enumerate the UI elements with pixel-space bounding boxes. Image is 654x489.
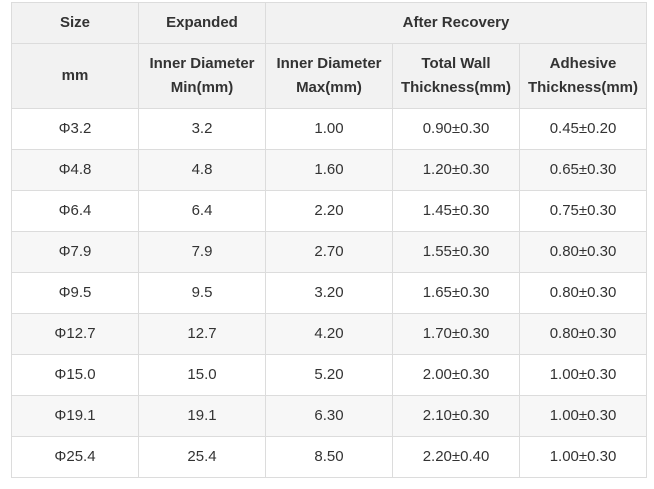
- size-cell: Φ9.5: [11, 272, 139, 314]
- expanded-min-cell: 15.0: [138, 354, 266, 396]
- header-adhesive-thickness: Adhesive Thickness(mm): [518, 43, 648, 109]
- table-row: Φ4.8 4.8 1.60 1.20±0.30 0.65±0.30: [11, 149, 648, 191]
- adhesive-thickness-cell: 0.80±0.30: [518, 313, 648, 355]
- header-inner-diameter-max-line2: Max(mm): [296, 79, 362, 96]
- expanded-min-cell: 19.1: [138, 395, 266, 437]
- header-expanded: Expanded: [138, 2, 266, 44]
- header-row-sub: mm Inner Diameter Min(mm) Inner Diameter…: [11, 43, 648, 109]
- recovered-max-cell: 8.50: [265, 436, 393, 478]
- recovered-max-cell: 2.20: [265, 190, 393, 232]
- recovered-max-cell: 1.60: [265, 149, 393, 191]
- table-body: Φ3.2 3.2 1.00 0.90±0.30 0.45±0.20 Φ4.8 4.8 1.60…: [11, 108, 648, 478]
- table-header: Size Expanded After Recovery mm Inner Di…: [11, 2, 648, 109]
- size-cell: Φ25.4: [11, 436, 139, 478]
- table-row: Φ9.5 9.5 3.20 1.65±0.30 0.80±0.30: [11, 272, 648, 314]
- size-cell: Φ7.9: [11, 231, 139, 273]
- recovered-max-cell: 2.70: [265, 231, 393, 273]
- wall-thickness-cell: 2.20±0.40: [392, 436, 520, 478]
- header-size: Size: [11, 2, 139, 44]
- wall-thickness-cell: 1.45±0.30: [392, 190, 520, 232]
- size-cell: Φ12.7: [11, 313, 139, 355]
- table-row: Φ15.0 15.0 5.20 2.00±0.30 1.00±0.30: [11, 354, 648, 396]
- wall-thickness-cell: 2.10±0.30: [392, 395, 520, 437]
- size-cell: Φ19.1: [11, 395, 139, 437]
- header-row-top: Size Expanded After Recovery: [11, 2, 648, 44]
- recovered-max-cell: 5.20: [265, 354, 393, 396]
- wall-thickness-cell: 2.00±0.30: [392, 354, 520, 396]
- adhesive-thickness-cell: 0.65±0.30: [518, 149, 648, 191]
- size-cell: Φ6.4: [11, 190, 139, 232]
- expanded-min-cell: 4.8: [138, 149, 266, 191]
- header-inner-diameter-min-line1: Inner Diameter: [149, 55, 255, 72]
- header-adhesive-thickness-line2: Thickness(mm): [527, 79, 639, 96]
- wall-thickness-cell: 1.20±0.30: [392, 149, 520, 191]
- wall-thickness-cell: 1.65±0.30: [392, 272, 520, 314]
- header-inner-diameter-max: Inner Diameter Max(mm): [265, 43, 393, 109]
- size-cell: Φ15.0: [11, 354, 139, 396]
- wall-thickness-cell: 1.70±0.30: [392, 313, 520, 355]
- recovered-max-cell: 4.20: [265, 313, 393, 355]
- adhesive-thickness-cell: 0.80±0.30: [518, 272, 648, 314]
- header-after-recovery: After Recovery: [264, 2, 648, 44]
- header-inner-diameter-min: Inner Diameter Min(mm): [138, 43, 266, 109]
- expanded-min-cell: 25.4: [138, 436, 266, 478]
- expanded-min-cell: 3.2: [138, 108, 266, 150]
- table-row: Φ3.2 3.2 1.00 0.90±0.30 0.45±0.20: [11, 108, 648, 150]
- table-row: Φ12.7 12.7 4.20 1.70±0.30 0.80±0.30: [11, 313, 648, 355]
- table-row: Φ6.4 6.4 2.20 1.45±0.30 0.75±0.30: [11, 190, 648, 232]
- adhesive-thickness-cell: 0.80±0.30: [518, 231, 648, 273]
- table-row: Φ25.4 25.4 8.50 2.20±0.40 1.00±0.30: [11, 436, 648, 478]
- header-adhesive-thickness-line1: Adhesive: [549, 55, 617, 72]
- adhesive-thickness-cell: 1.00±0.30: [518, 395, 648, 437]
- header-total-wall-thickness-line1: Total Wall: [421, 55, 491, 72]
- header-inner-diameter-max-line1: Inner Diameter: [276, 55, 382, 72]
- adhesive-thickness-cell: 1.00±0.30: [518, 436, 648, 478]
- recovered-max-cell: 1.00: [265, 108, 393, 150]
- expanded-min-cell: 9.5: [138, 272, 266, 314]
- wall-thickness-cell: 0.90±0.30: [392, 108, 520, 150]
- recovered-max-cell: 3.20: [265, 272, 393, 314]
- adhesive-thickness-cell: 0.45±0.20: [518, 108, 648, 150]
- wall-thickness-cell: 1.55±0.30: [392, 231, 520, 273]
- header-total-wall-thickness-line2: Thickness(mm): [400, 79, 512, 96]
- table-row: Φ7.9 7.9 2.70 1.55±0.30 0.80±0.30: [11, 231, 648, 273]
- size-cell: Φ3.2: [11, 108, 139, 150]
- header-total-wall-thickness: Total Wall Thickness(mm): [392, 43, 520, 109]
- expanded-min-cell: 6.4: [138, 190, 266, 232]
- table-row: Φ19.1 19.1 6.30 2.10±0.30 1.00±0.30: [11, 395, 648, 437]
- spec-table: Size Expanded After Recovery mm Inner Di…: [11, 2, 648, 478]
- size-cell: Φ4.8: [11, 149, 139, 191]
- header-inner-diameter-min-line2: Min(mm): [170, 79, 234, 96]
- expanded-min-cell: 12.7: [138, 313, 266, 355]
- recovered-max-cell: 6.30: [265, 395, 393, 437]
- adhesive-thickness-cell: 0.75±0.30: [518, 190, 648, 232]
- adhesive-thickness-cell: 1.00±0.30: [518, 354, 648, 396]
- expanded-min-cell: 7.9: [138, 231, 266, 273]
- header-unit: mm: [11, 43, 139, 109]
